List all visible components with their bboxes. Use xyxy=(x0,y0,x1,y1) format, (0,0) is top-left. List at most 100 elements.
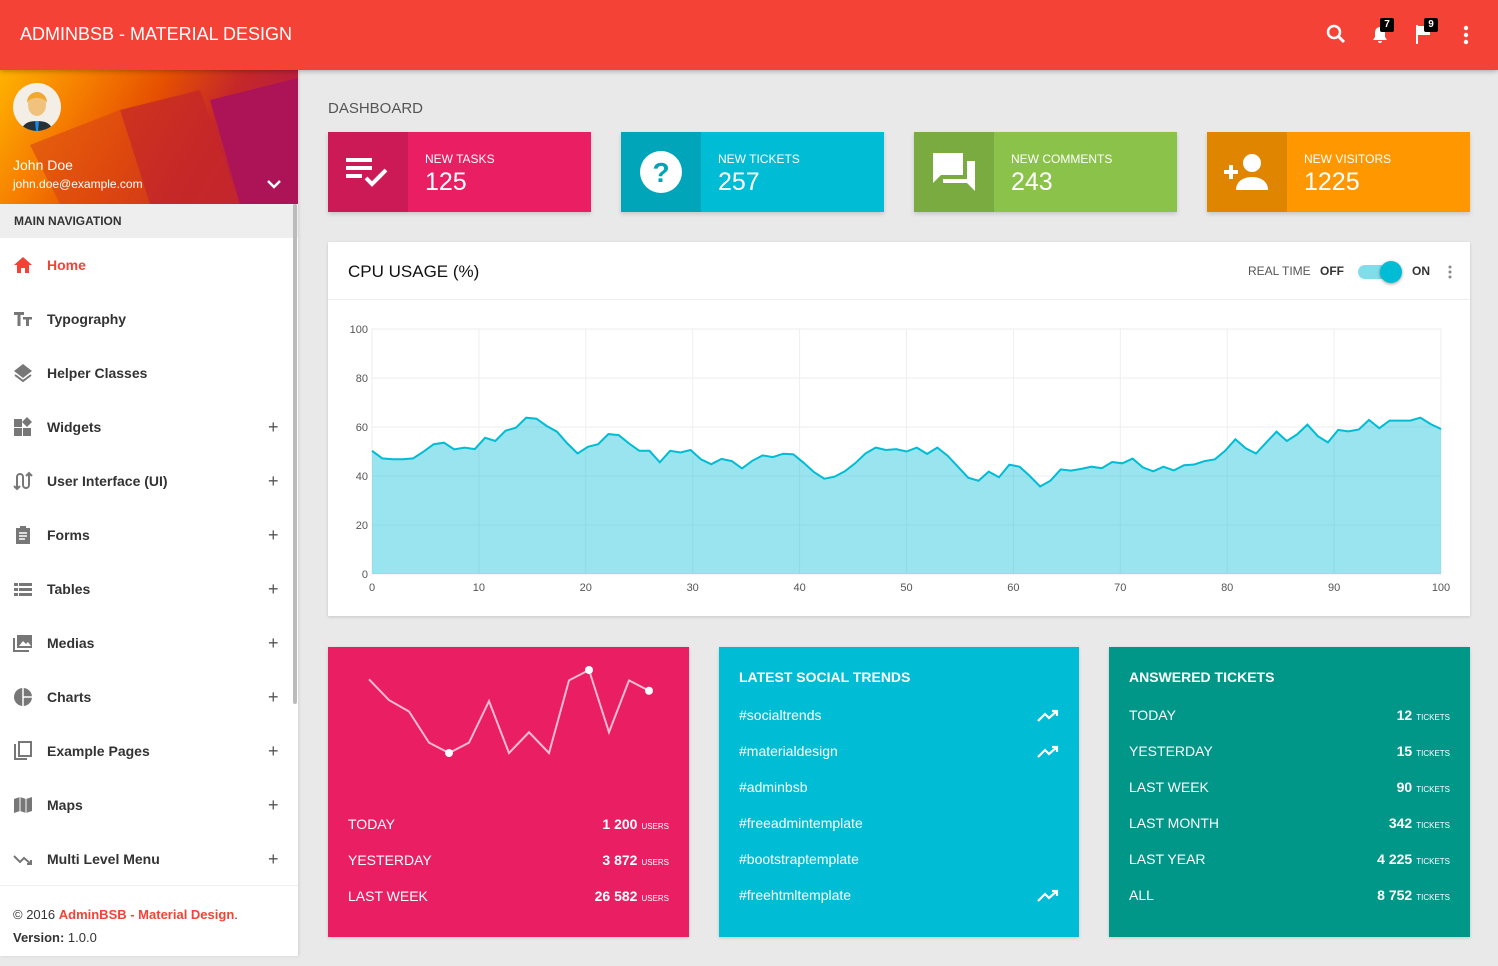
sidebar-item-label: Helper Classes xyxy=(47,365,148,381)
layers-icon xyxy=(14,364,32,383)
trend-tag[interactable]: #freehtmltemplate xyxy=(739,887,852,903)
data-point xyxy=(1019,466,1021,468)
row-unit: TICKETS xyxy=(1416,857,1450,866)
data-point xyxy=(1276,431,1278,433)
data-point xyxy=(1337,429,1339,431)
trend-item[interactable]: #socialtrends xyxy=(739,707,1059,727)
info-box-new-tasks[interactable]: NEW TASKS 125 xyxy=(328,132,591,212)
data-point xyxy=(422,451,424,453)
data-point xyxy=(535,418,537,420)
ticket-row: YESTERDAY 15 TICKETS xyxy=(1129,743,1450,763)
row-unit: USERS xyxy=(641,822,669,831)
info-box-new-tickets[interactable]: ? NEW TICKETS 257 xyxy=(621,132,884,212)
sidebar-item-charts[interactable]: Charts + xyxy=(0,670,298,724)
notifications-button[interactable]: 7 xyxy=(1368,18,1394,48)
sidebar-item-example-pages[interactable]: Example Pages + xyxy=(0,724,298,778)
data-point xyxy=(412,457,414,459)
data-point xyxy=(597,443,599,445)
data-point xyxy=(803,462,805,464)
user-background xyxy=(30,78,298,204)
data-point xyxy=(1389,420,1391,422)
x-tick-label: 40 xyxy=(793,582,805,594)
sidebar-item-home[interactable]: Home xyxy=(0,238,298,292)
toggle-off-label: OFF xyxy=(1320,264,1344,278)
info-box-new-comments[interactable]: NEW COMMENTS 243 xyxy=(914,132,1177,212)
expand-icon[interactable]: + xyxy=(268,416,279,437)
trend-tag[interactable]: #socialtrends xyxy=(739,707,822,723)
sidebar-item-helper-classes[interactable]: Helper Classes xyxy=(0,346,298,400)
sidebar-item-typography[interactable]: Typography xyxy=(0,292,298,346)
tasks-button[interactable]: 9 xyxy=(1412,18,1438,48)
expand-icon[interactable]: + xyxy=(268,578,279,599)
data-point xyxy=(988,471,990,473)
expand-icon[interactable]: + xyxy=(268,848,279,869)
trend-tag[interactable]: #materialdesign xyxy=(739,743,838,759)
chevron-down-icon[interactable] xyxy=(266,178,282,190)
trending-up-icon xyxy=(1037,889,1059,902)
expand-icon[interactable]: + xyxy=(268,794,279,815)
real-time-toggle[interactable] xyxy=(1358,261,1404,283)
answered-tickets-card: ANSWERED TICKETS TODAY 12 TICKETS YESTERDAY… xyxy=(1109,647,1470,937)
card-title: LATEST SOCIAL TRENDS xyxy=(739,669,911,685)
nav-header: MAIN NAVIGATION xyxy=(0,204,298,238)
expand-icon[interactable]: + xyxy=(268,470,279,491)
sidebar-scrollbar[interactable] xyxy=(293,204,297,704)
trend-item[interactable]: #adminbsb xyxy=(739,779,1059,799)
sidebar: John Doe john.doe@example.com MAIN NAVIG… xyxy=(0,70,298,956)
avatar[interactable] xyxy=(13,83,61,131)
row-unit: USERS xyxy=(641,858,669,867)
sidebar-item-tables[interactable]: Tables + xyxy=(0,562,298,616)
sidebar-item-medias[interactable]: Medias + xyxy=(0,616,298,670)
more-vert-icon[interactable] xyxy=(1444,264,1456,280)
expand-icon[interactable]: + xyxy=(268,524,279,545)
data-point xyxy=(1183,464,1185,466)
data-point xyxy=(484,437,486,439)
brand-title[interactable]: ADMINBSB - MATERIAL DESIGN xyxy=(20,24,293,44)
text-fields-icon xyxy=(14,312,32,326)
footer-link[interactable]: AdminBSB - Material Design xyxy=(58,907,235,922)
expand-icon[interactable]: + xyxy=(268,740,279,761)
data-point xyxy=(751,460,753,462)
real-time-label: REAL TIME xyxy=(1248,264,1311,278)
trend-tag[interactable]: #adminbsb xyxy=(739,779,808,795)
sidebar-item-user-interface[interactable]: User Interface (UI) + xyxy=(0,454,298,508)
row-value: 26 582 xyxy=(594,888,638,904)
trend-item[interactable]: #freeadmintemplate xyxy=(739,815,1059,835)
trend-item[interactable]: #bootstraptemplate xyxy=(739,851,1059,871)
info-box-value: 257 xyxy=(718,168,760,196)
info-box-label: NEW TASKS xyxy=(425,152,495,166)
sidebar-item-forms[interactable]: Forms + xyxy=(0,508,298,562)
row-value: 15 xyxy=(1396,743,1413,759)
data-point xyxy=(1378,427,1380,429)
trend-tag[interactable]: #bootstraptemplate xyxy=(739,851,859,867)
trend-tag[interactable]: #freeadmintemplate xyxy=(739,815,863,831)
main-menu: Home Typography Helper Classes Widgets + … xyxy=(0,238,298,886)
data-point xyxy=(453,448,455,450)
x-tick-label: 60 xyxy=(1007,582,1019,594)
sidebar-item-widgets[interactable]: Widgets + xyxy=(0,400,298,454)
x-tick-label: 100 xyxy=(1432,582,1450,594)
info-box-value: 243 xyxy=(1011,168,1053,196)
data-point xyxy=(494,440,496,442)
data-point xyxy=(1368,419,1370,421)
info-box-new-visitors[interactable]: NEW VISITORS 1225 xyxy=(1207,132,1470,212)
expand-icon[interactable]: + xyxy=(268,686,279,707)
row-value: 90 xyxy=(1396,779,1413,795)
trending-up-icon xyxy=(1037,709,1059,722)
cpu-line xyxy=(371,416,1442,488)
data-point xyxy=(1162,466,1164,468)
ticket-row: LAST WEEK 90 TICKETS xyxy=(1129,779,1450,799)
trend-item[interactable]: #freehtmltemplate xyxy=(739,887,1059,907)
data-point xyxy=(1101,467,1103,469)
sidebar-item-multi-level-menu[interactable]: Multi Level Menu + xyxy=(0,832,298,886)
data-point xyxy=(1008,464,1010,466)
data-point xyxy=(1132,458,1134,460)
expand-icon[interactable]: + xyxy=(268,632,279,653)
data-point xyxy=(762,454,764,456)
more-vert-icon[interactable] xyxy=(1456,22,1482,48)
search-icon[interactable] xyxy=(1324,22,1350,48)
trend-item[interactable]: #materialdesign xyxy=(739,743,1059,763)
data-point xyxy=(731,460,733,462)
sidebar-item-maps[interactable]: Maps + xyxy=(0,778,298,832)
data-point xyxy=(1234,438,1236,440)
